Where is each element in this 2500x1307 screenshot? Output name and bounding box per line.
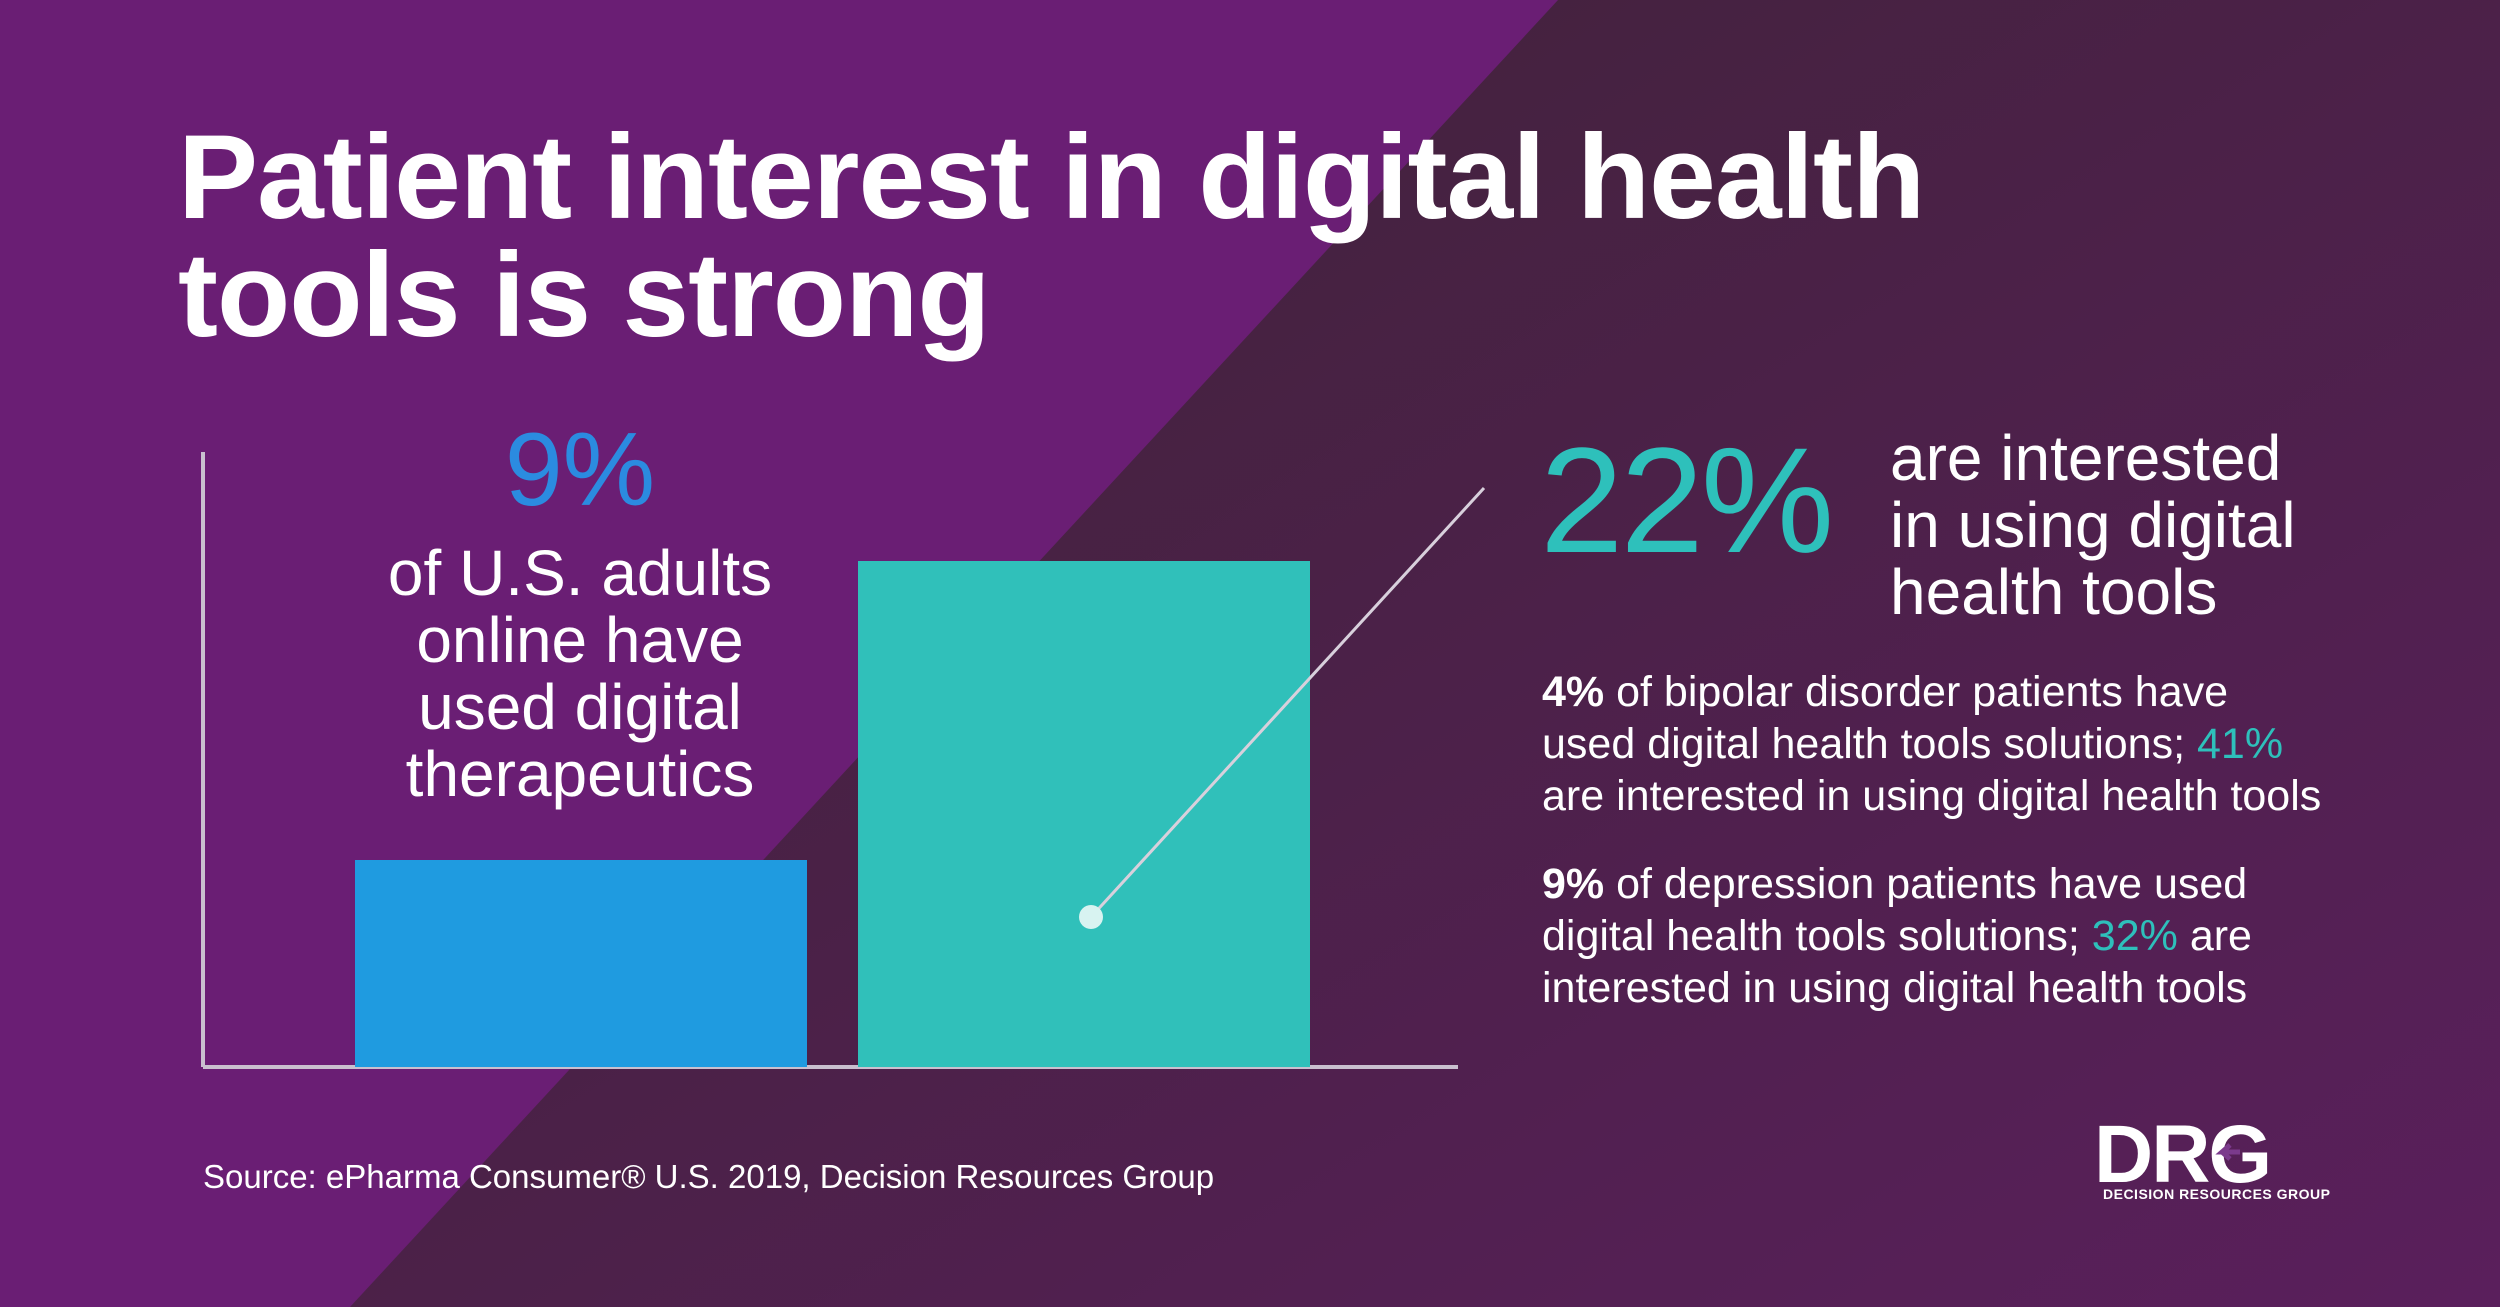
- stat-bold-value: 9%: [1542, 860, 1605, 908]
- drg-logo: DRG: [2094, 1112, 2272, 1200]
- caption-line: of U.S. adults: [387, 537, 773, 609]
- bipolar-stat: 4% of bipolar disorder patients have use…: [1542, 666, 2321, 822]
- stat-line-1: 4% of bipolar disorder patients have: [1542, 666, 2321, 718]
- stat-text: digital health tools solutions;: [1542, 912, 2092, 960]
- stat-line-3: are interested in using digital health t…: [1542, 772, 2322, 820]
- stat-text: of depression patients have used: [1604, 860, 2248, 908]
- interested-percent: 22%: [1540, 416, 1834, 584]
- source-note: Source: ePharma Consumer® U.S. 2019, Dec…: [203, 1158, 1215, 1195]
- caption-line: therapeutics: [405, 738, 755, 810]
- bar-1: [355, 860, 807, 1067]
- stat-line-3: interested in using digital health tools: [1542, 964, 2248, 1012]
- callout-dot: [1079, 905, 1103, 929]
- bar-2: [858, 561, 1310, 1067]
- page-title: Patient interest in digital health tools…: [178, 110, 1925, 362]
- stat-bold-value: 4%: [1542, 668, 1605, 716]
- stat-text: of bipolar disorder patients have: [1604, 668, 2229, 716]
- digital-therapeutics-caption: of U.S. adults online have used digital …: [330, 540, 830, 808]
- stat-text: used digital health tools solutions;: [1542, 720, 2197, 768]
- page-title-line-1: Patient interest in digital health: [178, 110, 1925, 244]
- stat-text: are: [2177, 912, 2252, 960]
- logo-mark: DRG: [2094, 1112, 2270, 1200]
- depression-stat: 9% of depression patients have used digi…: [1542, 858, 2252, 1014]
- caption-line: in using digital: [1890, 489, 2296, 561]
- callout-leader-line: [1089, 486, 1486, 919]
- stat-line-1: 9% of depression patients have used: [1542, 858, 2252, 910]
- arrow-icon: [2215, 1143, 2240, 1161]
- stat-highlight-value: 32%: [2091, 912, 2178, 960]
- caption-line: are interested: [1890, 422, 2282, 494]
- caption-line: online have: [416, 604, 744, 676]
- digital-therapeutics-percent: 9%: [504, 412, 656, 528]
- page-title-line-2: tools is strong: [178, 228, 991, 362]
- interested-caption: are interested in using digital health t…: [1890, 425, 2296, 626]
- caption-line: health tools: [1890, 556, 2218, 628]
- stat-line-2: digital health tools solutions; 32% are: [1542, 910, 2252, 962]
- stat-line-2: used digital health tools solutions; 41%: [1542, 718, 2321, 770]
- logo-subtitle: DECISION RESOURCES GROUP: [2103, 1186, 2331, 1202]
- stat-highlight-value: 41%: [2196, 720, 2284, 768]
- caption-line: used digital: [418, 671, 742, 743]
